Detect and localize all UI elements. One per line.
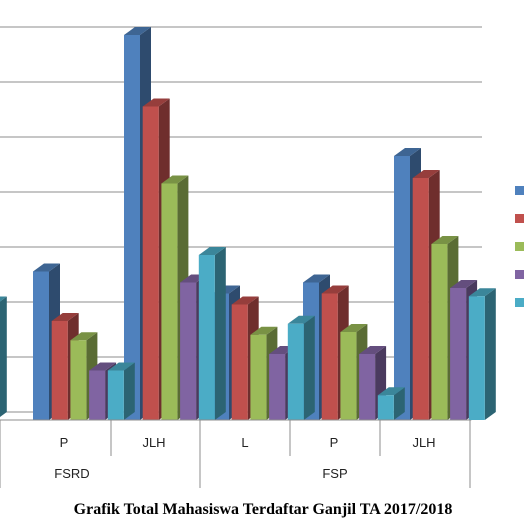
- bar-top: [33, 263, 60, 272]
- bar-front: [340, 332, 357, 420]
- bar-top: [51, 313, 79, 321]
- bar-top: [450, 280, 478, 288]
- bar-top: [0, 296, 7, 302]
- bar-top: [198, 247, 226, 255]
- bar-top: [431, 236, 459, 244]
- bar-front: [359, 354, 376, 420]
- bar-side: [484, 288, 496, 420]
- bar-front: [33, 271, 49, 420]
- legend-swatch: [515, 298, 524, 307]
- bar-front: [431, 244, 448, 420]
- bar-top: [107, 362, 135, 371]
- bars: [0, 27, 496, 420]
- chart-title: Grafik Total Mahasiswa Terdaftar Ganjil …: [73, 501, 453, 518]
- bar-side: [393, 387, 405, 420]
- bar: [287, 315, 315, 420]
- bar-front: [51, 321, 68, 420]
- category-label: JLH: [412, 435, 435, 450]
- bar-side: [123, 362, 135, 420]
- bar-front: [468, 296, 485, 420]
- bar-front: [107, 370, 124, 420]
- bar-front: [250, 334, 267, 420]
- bar-top: [468, 288, 496, 297]
- legend: [515, 186, 524, 307]
- legend-swatch: [515, 186, 524, 195]
- bar: [468, 288, 496, 420]
- bar-front: [142, 106, 159, 420]
- category-label: L: [241, 435, 248, 450]
- group-label: FSRD: [54, 466, 89, 481]
- bar-top: [250, 326, 278, 335]
- bar-front: [161, 183, 178, 420]
- bar-top: [287, 315, 315, 324]
- bar-side: [0, 296, 7, 417]
- bar-top: [303, 274, 330, 283]
- bar-top: [340, 324, 368, 332]
- bar-side: [303, 315, 315, 420]
- bar-front: [269, 354, 286, 420]
- legend-swatch: [515, 214, 524, 223]
- bar-front: [394, 156, 410, 420]
- bar-front: [124, 35, 140, 420]
- bar-front: [412, 178, 429, 420]
- bar: [107, 362, 135, 420]
- bar-top: [377, 387, 405, 396]
- bar: [377, 387, 405, 420]
- bar-top: [89, 362, 117, 371]
- bar-top: [231, 296, 259, 305]
- category-label: JLH: [142, 435, 165, 450]
- bar: [198, 247, 226, 420]
- bar-top: [70, 332, 98, 341]
- bar-top: [161, 175, 189, 184]
- legend-swatch: [515, 242, 524, 251]
- bar-top: [359, 346, 387, 354]
- bar-side: [214, 247, 226, 420]
- bar-front: [321, 293, 338, 420]
- bar-top: [412, 170, 440, 178]
- bar-top: [142, 98, 170, 107]
- bar-top: [321, 285, 349, 294]
- bar-front: [287, 323, 304, 420]
- bar-front: [180, 282, 197, 420]
- bar-top: [394, 148, 421, 156]
- bar-front: [89, 370, 106, 420]
- bar-top: [124, 27, 151, 35]
- category-label: P: [330, 435, 339, 450]
- category-label: P: [60, 435, 69, 450]
- legend-swatch: [515, 270, 524, 279]
- x-axis: P JLH L P JLH FSRD FSP: [0, 419, 471, 488]
- group-label: FSP: [322, 466, 347, 481]
- bar-front: [70, 340, 87, 420]
- bar-front: [377, 395, 394, 420]
- bar: [0, 296, 7, 417]
- bar-front: [450, 288, 467, 420]
- bar-front: [231, 304, 248, 420]
- bar-front: [198, 255, 215, 420]
